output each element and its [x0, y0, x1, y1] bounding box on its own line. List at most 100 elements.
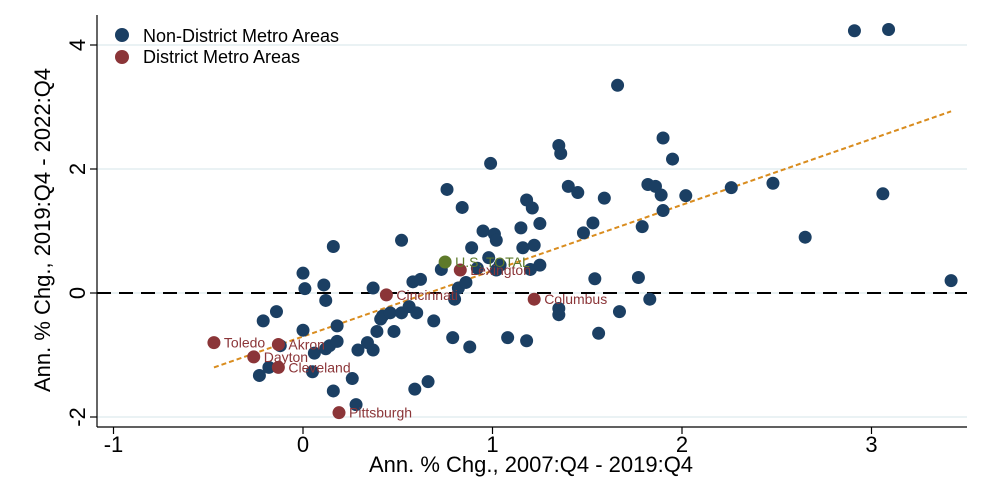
- non-district-point: [643, 292, 657, 306]
- non-district-point: [561, 179, 575, 193]
- non-district-point: [470, 261, 484, 275]
- legend-marker-non-district: [115, 28, 129, 42]
- x-tick-label: 1: [486, 432, 498, 457]
- non-district-point: [351, 343, 365, 357]
- non-district-point: [319, 293, 333, 307]
- points-layer: [207, 23, 958, 420]
- non-district-point: [305, 365, 319, 379]
- non-district-point: [296, 323, 310, 337]
- grid-layer: [97, 44, 967, 418]
- non-district-point: [370, 324, 384, 338]
- non-district-point: [525, 201, 539, 215]
- non-district-point: [554, 147, 568, 160]
- district-point-label: Cincinnati: [396, 287, 457, 303]
- non-district-point: [520, 334, 534, 348]
- y-tick-label: -2: [65, 407, 90, 427]
- non-district-point: [395, 233, 409, 247]
- non-district-point: [533, 217, 547, 231]
- non-district-point: [440, 182, 454, 196]
- district-point-label: Akron: [288, 336, 325, 352]
- non-district-point: [256, 314, 270, 328]
- non-district-point: [387, 324, 401, 338]
- non-district-point: [516, 241, 530, 255]
- non-district-point: [798, 230, 812, 244]
- non-district-point: [269, 305, 283, 319]
- x-tick-label: 3: [865, 432, 877, 457]
- non-district-point: [679, 189, 693, 203]
- non-district-point: [612, 305, 626, 319]
- non-district-point: [597, 191, 611, 205]
- district-point: [247, 350, 261, 364]
- non-district-point: [349, 398, 363, 412]
- non-district-point: [410, 306, 424, 320]
- district-point: [207, 336, 221, 350]
- non-district-point: [421, 375, 435, 389]
- legend-label-district: District Metro Areas: [143, 47, 300, 67]
- district-point-label: Toledo: [224, 335, 265, 351]
- x-tick-label: -1: [104, 432, 124, 457]
- non-district-point: [666, 152, 680, 166]
- non-district-point: [571, 186, 585, 200]
- district-point-label: Columbus: [544, 291, 607, 307]
- non-district-point: [588, 272, 602, 286]
- non-district-point: [296, 266, 310, 280]
- x-tick-label: 2: [676, 432, 688, 457]
- non-district-point: [654, 188, 668, 202]
- non-district-point: [427, 314, 441, 328]
- non-district-point: [656, 131, 670, 145]
- legend: Non-District Metro Areas District Metro …: [115, 26, 339, 67]
- y-tick-label: 0: [65, 287, 90, 299]
- district-point: [271, 337, 285, 351]
- non-district-point: [455, 200, 469, 214]
- non-district-point: [656, 204, 670, 218]
- non-district-point: [514, 221, 528, 235]
- non-district-point: [611, 78, 625, 92]
- us-total-label: U.S. TOTAL: [455, 254, 530, 270]
- non-district-point: [876, 187, 890, 201]
- non-district-point: [446, 331, 460, 345]
- non-district-point: [262, 360, 276, 374]
- district-point-label: Dayton: [264, 349, 308, 365]
- district-point: [271, 360, 285, 374]
- non-district-point: [882, 23, 896, 36]
- y-tick-label: 4: [65, 39, 90, 51]
- non-district-point: [366, 281, 380, 295]
- non-district-point: [576, 226, 590, 240]
- non-district-point: [533, 258, 547, 272]
- non-district-point: [252, 368, 266, 382]
- district-point-label: Pittsburgh: [349, 405, 412, 421]
- non-district-point: [459, 275, 473, 289]
- x-tick-label: 0: [297, 432, 309, 457]
- non-district-point: [326, 240, 340, 253]
- district-point: [379, 288, 393, 302]
- legend-label-non-district: Non-District Metro Areas: [143, 26, 339, 46]
- non-district-point: [408, 382, 422, 396]
- non-district-point: [298, 282, 312, 296]
- district-point: [332, 406, 346, 420]
- non-district-point: [463, 340, 477, 354]
- district-point-label: Lexington: [470, 262, 531, 278]
- non-district-point: [631, 271, 645, 284]
- non-district-point: [592, 326, 606, 340]
- non-district-point: [307, 346, 321, 360]
- non-district-point: [527, 238, 541, 252]
- non-district-point: [944, 274, 958, 288]
- non-district-point: [482, 251, 496, 265]
- non-district-point: [330, 319, 344, 333]
- non-district-point: [847, 24, 861, 38]
- non-district-point: [448, 292, 462, 306]
- x-axis-title: Ann. % Chg., 2007:Q4 - 2019:Q4: [369, 452, 693, 477]
- non-district-point: [493, 258, 507, 272]
- y-axis-title: Ann. % Chg., 2019:Q4 - 2022:Q4: [30, 68, 55, 392]
- y-tick-label: 2: [65, 163, 90, 175]
- non-district-point: [413, 272, 427, 286]
- non-district-point: [476, 224, 490, 238]
- district-point: [453, 263, 467, 277]
- non-district-point: [317, 278, 331, 292]
- axes-layer: -2 0 2 4 -1 0 1 2 3: [65, 15, 967, 457]
- us-total-point: [438, 255, 452, 269]
- non-district-point: [465, 241, 479, 255]
- non-district-point: [489, 233, 503, 247]
